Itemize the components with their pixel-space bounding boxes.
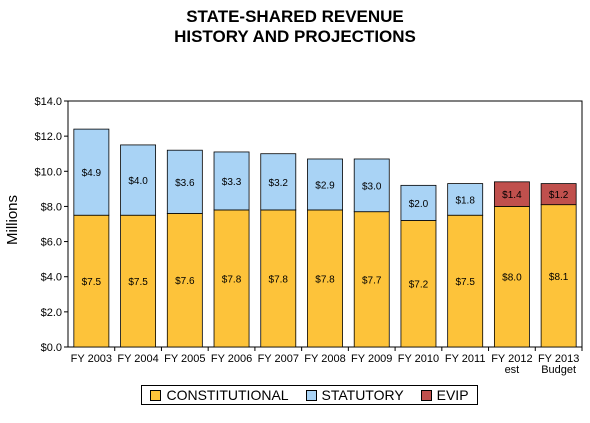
y-tick-label: $12.0 — [34, 131, 62, 143]
data-label: $7.5 — [128, 277, 148, 288]
bar-segment-statutory — [400, 184, 437, 221]
legend-item-constitutional: CONSTITUTIONAL — [150, 387, 289, 403]
x-tick-label: FY 2006 — [211, 353, 252, 365]
x-tick-label: FY 2009 — [351, 353, 392, 365]
data-label: $7.5 — [82, 277, 102, 288]
bar-segment-statutory — [73, 128, 110, 216]
data-label: $3.6 — [175, 178, 195, 189]
data-label: $7.7 — [362, 275, 382, 286]
y-tick-label: $14.0 — [34, 96, 62, 108]
legend-item-evip: EVIP — [420, 387, 469, 403]
data-label: $1.8 — [455, 195, 475, 206]
data-label: $7.8 — [315, 274, 335, 285]
chart-title: STATE-SHARED REVENUE — [186, 7, 404, 26]
x-tick-label: FY 2013 — [538, 353, 579, 365]
bar-segment-constitutional — [260, 209, 297, 348]
legend-item-statutory: STATUTORY — [305, 387, 404, 403]
bar-segment-statutory — [353, 158, 390, 213]
bar-segment-constitutional — [166, 213, 203, 348]
legend-swatch-constitutional — [150, 389, 162, 401]
bar-segment-evip — [540, 183, 577, 206]
bar-segment-constitutional — [447, 214, 484, 348]
data-label: $1.2 — [549, 190, 569, 201]
bar-segment-constitutional — [540, 204, 577, 348]
y-tick-label: $0.0 — [41, 342, 62, 354]
bar-segment-statutory — [120, 144, 157, 216]
legend-label-statutory: STATUTORY — [321, 387, 404, 403]
data-label: $7.2 — [409, 280, 429, 291]
bar-segment-statutory — [166, 149, 203, 214]
x-tick-label: Budget — [541, 364, 576, 376]
data-label: $4.9 — [82, 168, 102, 179]
bar-segment-statutory — [213, 151, 250, 211]
bar-segment-constitutional — [307, 209, 343, 348]
legend-swatch-evip — [420, 389, 432, 401]
y-tick-label: $8.0 — [41, 201, 62, 213]
x-tick-label: FY 2011 — [445, 353, 486, 365]
y-tick-label: $10.0 — [34, 166, 62, 178]
bar-segment-statutory — [307, 158, 343, 211]
data-label: $3.0 — [362, 181, 382, 192]
data-label: $1.4 — [502, 190, 522, 201]
y-tick-label: $6.0 — [41, 237, 62, 249]
legend: CONSTITUTIONAL STATUTORY EVIP — [141, 385, 478, 405]
bar-segment-statutory — [260, 153, 297, 211]
legend-label-evip: EVIP — [436, 387, 469, 403]
x-tick-label: FY 2005 — [164, 353, 205, 365]
data-label: $7.8 — [222, 274, 242, 285]
data-label: $8.0 — [502, 273, 522, 284]
x-tick-label: est — [505, 364, 520, 376]
x-tick-label: FY 2012 — [491, 353, 532, 365]
data-label: $2.9 — [315, 180, 335, 191]
data-label: $4.0 — [128, 176, 148, 187]
x-tick-label: FY 2008 — [304, 353, 345, 365]
bar-segment-constitutional — [493, 206, 530, 348]
y-tick-label: $4.0 — [41, 272, 62, 284]
x-tick-label: FY 2004 — [117, 353, 158, 365]
bar-segment-constitutional — [213, 209, 250, 348]
data-label: $3.2 — [269, 178, 289, 189]
y-tick-label: $2.0 — [41, 307, 62, 319]
data-label: $2.0 — [409, 199, 429, 210]
data-label: $7.8 — [269, 274, 289, 285]
x-tick-label: FY 2007 — [258, 353, 299, 365]
bar-segment-evip — [493, 181, 530, 207]
data-label: $3.3 — [222, 177, 242, 188]
data-label: $7.5 — [455, 277, 475, 288]
x-tick-label: FY 2003 — [71, 353, 112, 365]
data-label: $7.6 — [175, 276, 195, 287]
legend-swatch-statutory — [305, 389, 317, 401]
chart-subtitle: HISTORY AND PROJECTIONS — [174, 27, 416, 46]
data-label: $8.1 — [549, 272, 569, 283]
bar-segment-statutory — [447, 183, 484, 216]
bar-segment-constitutional — [73, 214, 110, 348]
x-tick-label: FY 2010 — [398, 353, 439, 365]
legend-label-constitutional: CONSTITUTIONAL — [166, 387, 289, 403]
